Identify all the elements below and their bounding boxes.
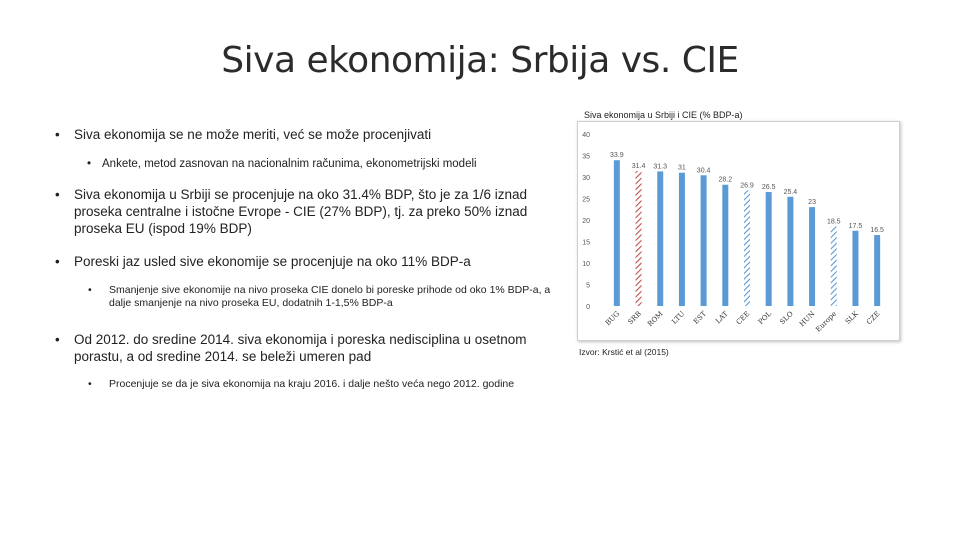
bar-lat	[722, 184, 729, 306]
value-label: 33.9	[610, 152, 624, 159]
value-label: 30.4	[697, 167, 711, 174]
y-tick-label: 25	[582, 197, 590, 204]
y-tick-label: 10	[582, 261, 590, 268]
value-label: 23	[808, 199, 816, 206]
value-label: 17.5	[849, 223, 863, 230]
source-note: Izvor: Krstić et al (2015)	[579, 347, 669, 357]
value-label: 26.5	[762, 184, 776, 191]
bar-rom	[657, 171, 664, 306]
bar-slo	[787, 196, 794, 306]
value-label: 18.5	[827, 218, 841, 225]
category-label: HUN	[798, 310, 816, 328]
category-label: LAT	[714, 310, 730, 326]
bar-srb	[635, 170, 642, 306]
category-label: CEE	[735, 310, 752, 327]
bar-ltu	[678, 172, 685, 306]
category-label: POL	[757, 310, 774, 327]
chart-container: 0 5 10 15 20 25 30 35 40 33.9 BUG 31.4 SRB 31.3 ROM 31 L…	[577, 121, 900, 341]
y-tick-label: 30	[582, 175, 590, 182]
bullet-level3: Smanjenje sive ekonomije na nivo proseka…	[52, 284, 552, 310]
bar-cze	[874, 235, 881, 306]
value-label: 25.4	[784, 189, 798, 196]
y-tick-label: 0	[586, 304, 590, 311]
bar-pol	[765, 192, 772, 306]
bullet-list: Siva ekonomija se ne može meriti, već se…	[52, 126, 552, 391]
bullet-level2: Ankete, metod zasnovan na nacionalnim ra…	[52, 157, 552, 171]
bar-bug	[613, 160, 620, 306]
y-tick-label: 35	[582, 154, 590, 161]
bullet-level1: Poreski jaz usled sive ekonomije se proc…	[52, 253, 552, 270]
value-label: 26.9	[740, 182, 754, 189]
value-label: 31.4	[632, 163, 646, 170]
y-tick-label: 20	[582, 218, 590, 225]
bar-slk	[852, 230, 859, 306]
slide-title: Siva ekonomija: Srbija vs. CIE	[221, 40, 739, 81]
value-label: 28.2	[718, 177, 732, 184]
y-tick-label: 15	[582, 240, 590, 247]
y-tick-label: 5	[586, 283, 590, 290]
bullet-level1: Siva ekonomija se ne može meriti, već se…	[52, 126, 552, 143]
bar-chart: 0 5 10 15 20 25 30 35 40 33.9 BUG 31.4 SRB 31.3 ROM 31 L…	[582, 132, 884, 334]
value-label: 16.5	[870, 227, 884, 234]
bullet-level1: Siva ekonomija u Srbiji se procenjuje na…	[52, 186, 552, 237]
bullet-level3: Procenjuje se da je siva ekonomija na kr…	[52, 378, 552, 391]
category-label: SLO	[778, 310, 795, 327]
bar-hun	[809, 207, 816, 306]
bullet-level1: Od 2012. do sredine 2014. siva ekonomija…	[52, 331, 552, 365]
category-label: Europe	[814, 310, 838, 334]
category-label: EST	[692, 310, 708, 326]
category-label: CZE	[865, 310, 882, 327]
bar-est	[700, 175, 707, 306]
category-label: SLK	[844, 309, 861, 326]
category-label: LTU	[670, 310, 686, 326]
value-label: 31.3	[653, 163, 667, 170]
category-label: BUG	[604, 309, 622, 327]
value-label: 31	[678, 165, 686, 172]
bar-cee	[744, 190, 750, 306]
chart-title: Siva ekonomija u Srbiji i CIE (% BDP-a)	[584, 110, 743, 120]
category-label: ROM	[646, 310, 665, 329]
bar-europe	[830, 226, 837, 306]
category-label: SRB	[627, 310, 643, 326]
y-tick-label: 40	[582, 132, 590, 139]
